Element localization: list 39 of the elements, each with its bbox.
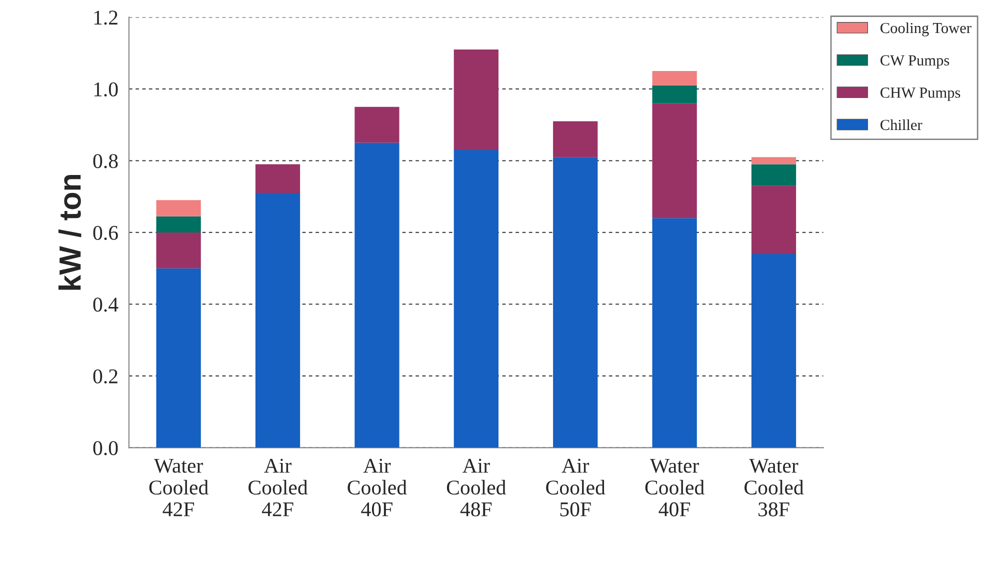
bar: [751, 186, 796, 254]
bar: [454, 150, 498, 448]
x-tick-label: Air Cooled 42F: [248, 458, 308, 516]
legend-label: Cooling Tower: [880, 22, 972, 36]
y-tick-label: 0.4: [93, 298, 118, 312]
bar: [354, 106, 400, 143]
y-tick-label: 1.0: [94, 82, 118, 96]
x-tick-label: Air Cooled 40F: [348, 458, 407, 516]
bar: [354, 142, 400, 448]
y-axis-title: kW / ton: [58, 174, 82, 290]
y-tick-label: 0.2: [93, 369, 118, 384]
x-tick-label: Water Cooled 38F: [744, 458, 804, 516]
bar: [156, 216, 201, 232]
bar: [652, 218, 697, 448]
y-tick-label: 0.6: [93, 226, 118, 240]
bar: [255, 193, 300, 448]
x-tick-label: Air Cooled 48F: [446, 458, 506, 516]
legend-label: Chiller: [880, 119, 922, 130]
x-tick-label: Water Cooled 42F: [149, 458, 208, 516]
legend-label: CW Pumps: [880, 55, 950, 69]
bar: [751, 157, 796, 164]
y-tick-label: 0.8: [93, 154, 118, 168]
bar: [553, 121, 598, 158]
bar: [156, 268, 201, 448]
bar: [652, 85, 697, 104]
bar: [751, 164, 796, 186]
bar: [652, 71, 697, 86]
bar: [156, 200, 201, 216]
y-tick-label: 0.0: [93, 441, 118, 456]
bar: [255, 164, 300, 194]
bar: [751, 254, 796, 448]
bar: [553, 157, 598, 448]
x-tick-label: Air Cooled 50F: [546, 458, 606, 516]
legend-label: CHW Pumps: [880, 88, 960, 101]
y-tick-label: 1.2: [94, 10, 118, 25]
bar: [454, 50, 498, 150]
bar: [156, 232, 201, 268]
bar: [652, 103, 697, 218]
x-tick-label: Water Cooled 40F: [645, 458, 704, 516]
